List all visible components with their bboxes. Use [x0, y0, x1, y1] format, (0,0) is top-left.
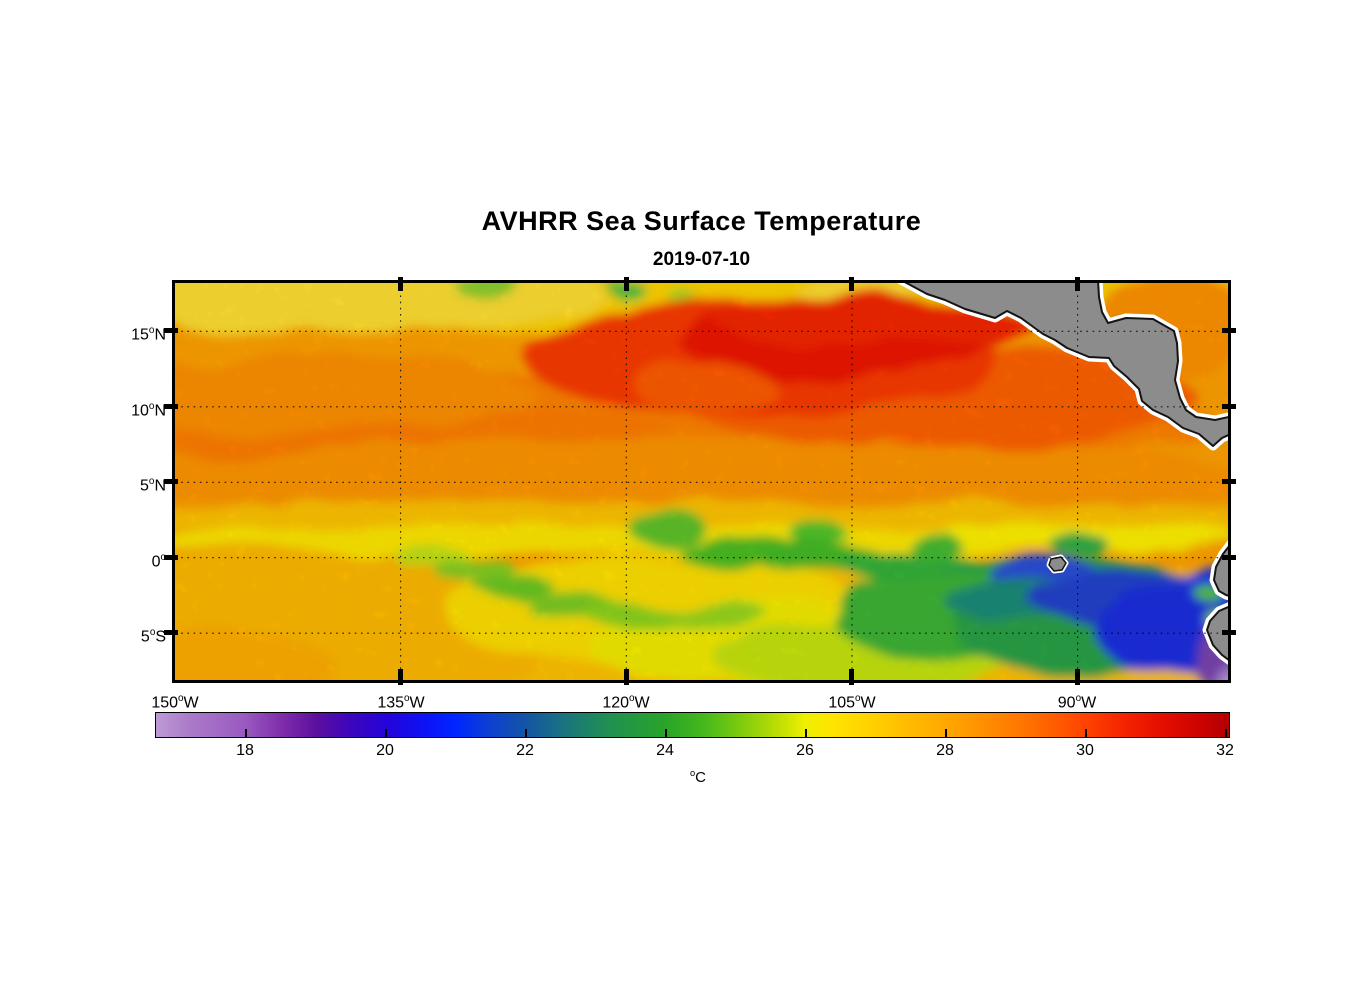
tick-value: 0	[151, 553, 161, 571]
y-tick-mark-right	[1222, 328, 1236, 333]
y-tick-mark	[164, 328, 178, 333]
degree-sup: o	[148, 476, 155, 487]
hemisphere: W	[183, 694, 199, 712]
y-tick-mark-right	[1222, 479, 1236, 484]
x-tick-mark-top	[624, 277, 629, 291]
tick-value: 135	[377, 694, 405, 712]
y-axis-label: 10oN	[106, 396, 166, 420]
y-tick-mark	[164, 404, 178, 409]
y-axis-label: 0o	[106, 547, 166, 571]
degree-sup: o	[148, 401, 155, 412]
x-tick-mark-top	[1075, 277, 1080, 291]
tick-value: 105	[828, 694, 856, 712]
gridlines	[175, 283, 1228, 680]
colorbar-tick-mark	[1084, 729, 1087, 737]
tick-value: 150	[151, 694, 179, 712]
degree-sup: o	[689, 768, 696, 778]
colorbar-tick-label: 32	[1216, 742, 1234, 759]
x-axis-label: 90oW	[1032, 688, 1122, 712]
degree-sup: o	[160, 552, 166, 563]
unit-letter: C	[695, 769, 706, 786]
y-axis-label: 5oS	[106, 622, 166, 646]
x-tick-mark	[624, 669, 629, 685]
colorbar-tick-label: 22	[516, 742, 534, 759]
land-galapagos-islands	[1046, 554, 1069, 574]
colorbar-tick-mark	[944, 729, 947, 737]
x-axis-label: 135oW	[356, 688, 446, 712]
degree-sup: o	[1075, 693, 1082, 704]
colorbar-tick-mark	[804, 729, 807, 737]
x-tick-mark-top	[398, 277, 403, 291]
degree-sup: o	[855, 693, 861, 704]
colorbar-unit-label: oC	[658, 768, 738, 786]
hemisphere: W	[860, 694, 876, 712]
x-tick-mark	[849, 669, 854, 685]
y-tick-mark-right	[1222, 404, 1236, 409]
x-tick-mark	[1075, 669, 1080, 685]
degree-sup: o	[404, 693, 410, 704]
colorbar-tick-label: 26	[796, 742, 814, 759]
tick-value: 5	[140, 477, 149, 495]
hemisphere: W	[409, 694, 425, 712]
x-tick-mark	[398, 669, 403, 685]
sst-map	[172, 280, 1231, 683]
tick-value: 90	[1057, 694, 1076, 712]
tick-value: 10	[131, 402, 149, 420]
y-tick-mark	[164, 555, 178, 560]
land-central-america	[897, 283, 1228, 451]
tick-value: 120	[602, 694, 630, 712]
hemisphere: W	[634, 694, 650, 712]
x-tick-mark-top	[849, 277, 854, 291]
sst-field-svg	[175, 283, 1228, 680]
colorbar-tick-mark	[664, 729, 667, 737]
colorbar-tick-mark	[385, 729, 388, 737]
chart-title: AVHRR Sea Surface Temperature	[481, 206, 922, 236]
x-axis-label: 120oW	[581, 688, 671, 712]
colorbar-tick-label: 28	[936, 742, 954, 759]
y-axis-label: 5oN	[106, 471, 166, 495]
colorbar-tick-label: 24	[656, 742, 674, 759]
hemisphere: N	[154, 402, 166, 420]
hemisphere: W	[1081, 694, 1097, 712]
hemisphere: S	[155, 628, 166, 646]
colorbar-tick-mark	[525, 729, 528, 737]
y-axis-label: 15oN	[106, 320, 166, 344]
colorbar-tick-label: 18	[236, 742, 254, 759]
chart-date-subtitle: 2019-07-10	[652, 249, 751, 270]
degree-sup: o	[149, 627, 156, 638]
colorbar-tick-label: 30	[1076, 742, 1094, 759]
degree-sup: o	[178, 693, 184, 704]
hemisphere: N	[154, 477, 166, 495]
x-axis-label: 105oW	[807, 688, 897, 712]
sst-noise-texture	[175, 283, 1228, 680]
y-tick-mark	[164, 630, 178, 635]
tick-value: 15	[131, 326, 149, 344]
colorbar	[155, 712, 1230, 738]
y-tick-mark-right	[1222, 630, 1236, 635]
degree-sup: o	[148, 325, 155, 336]
hemisphere: N	[154, 326, 166, 344]
y-tick-mark-right	[1222, 555, 1236, 560]
tick-value: 5	[140, 628, 150, 646]
degree-sup: o	[629, 693, 635, 704]
x-axis-label: 150oW	[130, 688, 220, 712]
y-tick-mark	[164, 479, 178, 484]
colorbar-tick-label: 20	[376, 742, 394, 759]
colorbar-tick-mark	[1224, 729, 1227, 737]
colorbar-tick-mark	[245, 729, 248, 737]
